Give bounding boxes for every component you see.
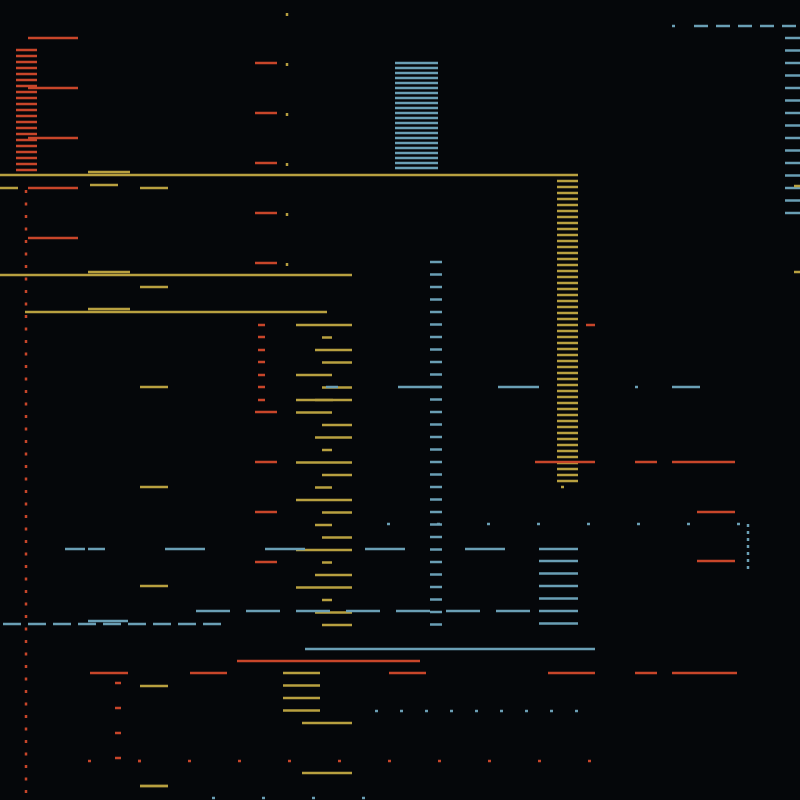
abstract-canvas — [0, 0, 800, 800]
page: (() => { const svg = document.getElement… — [0, 0, 800, 800]
background — [0, 0, 800, 800]
